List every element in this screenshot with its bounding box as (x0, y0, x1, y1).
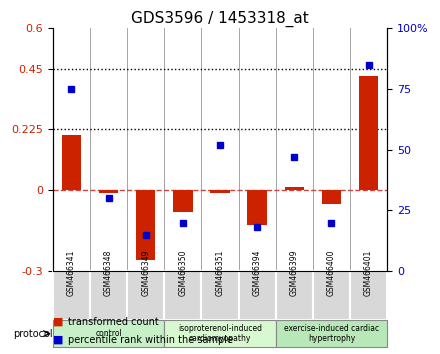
FancyBboxPatch shape (53, 320, 164, 347)
Text: percentile rank within the sample: percentile rank within the sample (68, 335, 233, 345)
Text: transformed count: transformed count (68, 317, 159, 327)
FancyBboxPatch shape (238, 271, 276, 320)
Text: GSM466351: GSM466351 (216, 250, 224, 296)
Text: GSM466348: GSM466348 (104, 250, 113, 296)
Bar (62, 135, 81, 190)
Bar (285, 187, 304, 190)
FancyBboxPatch shape (276, 320, 387, 347)
Text: GSM466349: GSM466349 (141, 250, 150, 296)
FancyBboxPatch shape (53, 271, 90, 320)
Text: GSM466350: GSM466350 (178, 250, 187, 296)
Text: ■: ■ (53, 317, 63, 327)
FancyBboxPatch shape (350, 271, 387, 320)
Text: isoproterenol-induced
cardiomyopathy: isoproterenol-induced cardiomyopathy (178, 324, 262, 343)
Title: GDS3596 / 1453318_at: GDS3596 / 1453318_at (131, 11, 309, 27)
Text: GSM466394: GSM466394 (253, 250, 262, 296)
Bar (136, 190, 155, 260)
FancyBboxPatch shape (164, 271, 202, 320)
Bar (99, 190, 118, 193)
Bar (322, 190, 341, 204)
Text: GSM466400: GSM466400 (327, 250, 336, 296)
Bar (173, 190, 193, 212)
Bar (359, 75, 378, 190)
FancyBboxPatch shape (90, 271, 127, 320)
Text: ■: ■ (53, 335, 63, 345)
Text: GSM466401: GSM466401 (364, 250, 373, 296)
Bar (247, 190, 267, 225)
FancyBboxPatch shape (276, 271, 313, 320)
Bar (210, 190, 230, 193)
Text: GSM466399: GSM466399 (290, 250, 299, 296)
FancyBboxPatch shape (127, 271, 164, 320)
FancyBboxPatch shape (164, 320, 276, 347)
Text: exercise-induced cardiac
hypertrophy: exercise-induced cardiac hypertrophy (284, 324, 379, 343)
Text: control: control (95, 329, 122, 338)
Text: GSM466341: GSM466341 (67, 250, 76, 296)
Text: protocol: protocol (13, 329, 53, 339)
FancyBboxPatch shape (202, 271, 238, 320)
FancyBboxPatch shape (313, 271, 350, 320)
